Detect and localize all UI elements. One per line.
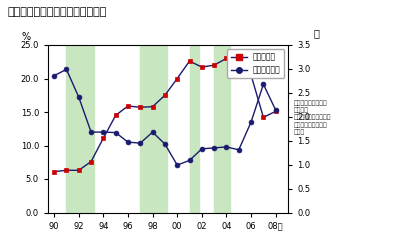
Bar bbox=[190, 45, 199, 212]
Bar bbox=[140, 45, 167, 212]
Text: 図７　新規大卒求人倍率と無業率: 図７ 新規大卒求人倍率と無業率 bbox=[8, 8, 107, 18]
Y-axis label: %: % bbox=[22, 32, 31, 42]
Bar bbox=[66, 45, 94, 212]
Text: 文部科学省「学校基
本調査」
リクルートワークス研
究所「大卒求人倍率
調査」: 文部科学省「学校基 本調査」 リクルートワークス研 究所「大卒求人倍率 調査」 bbox=[294, 100, 332, 135]
Bar bbox=[214, 45, 230, 212]
Legend: 大卒無業率, 大卒求人倍率: 大卒無業率, 大卒求人倍率 bbox=[228, 49, 284, 78]
Y-axis label: 倍: 倍 bbox=[314, 28, 320, 38]
